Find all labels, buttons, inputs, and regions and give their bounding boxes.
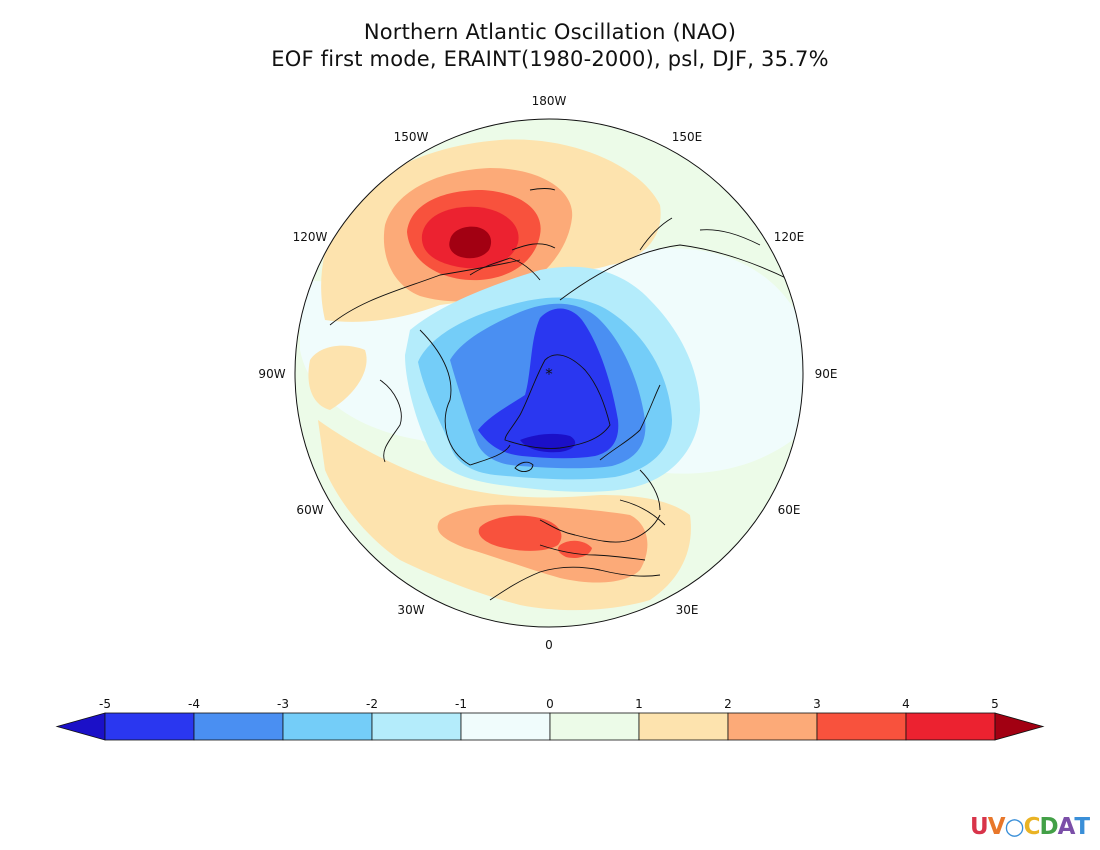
logo-letter: D — [1039, 814, 1058, 840]
lon-label-90w: 90W — [258, 367, 286, 381]
lon-label-120e: 120E — [773, 230, 805, 244]
contour-fill — [308, 345, 367, 410]
logo-letter: U — [970, 814, 989, 840]
coastline-alaska — [469, 188, 556, 281]
colorbar-swatch — [193, 712, 284, 741]
chart-title: Northern Atlantic Oscillation (NAO) — [363, 20, 737, 44]
coastline-africa — [489, 566, 661, 601]
colorbar-tick-label: -1 — [455, 697, 467, 711]
lon-label-150w: 150W — [393, 130, 429, 144]
contour-fill — [449, 226, 492, 259]
lon-label-90e: 90E — [814, 367, 838, 381]
colorbar-over-arrow — [994, 712, 1045, 741]
coastline-siberia — [559, 217, 791, 301]
colorbar-swatch — [282, 712, 373, 741]
logo-letter: T — [1074, 814, 1090, 840]
colorbar-swatch — [371, 712, 462, 741]
colorbar-swatch — [549, 712, 640, 741]
chart-subtitle: EOF first mode, ERAINT(1980-2000), psl, … — [271, 47, 829, 71]
pole-marker: * — [545, 365, 553, 383]
map-border — [294, 118, 804, 628]
colorbar-tick-label: -5 — [99, 697, 111, 711]
colorbar-tick-label: 1 — [635, 697, 643, 711]
colorbar-tick-label: 2 — [724, 697, 732, 711]
coastline-greenland — [504, 354, 611, 449]
colorbar-tick-label: -2 — [366, 697, 378, 711]
logo-letter: V — [987, 814, 1006, 840]
colorbar-swatch — [816, 712, 907, 741]
lon-label-30e: 30E — [675, 603, 699, 617]
lon-label-60e: 60E — [777, 503, 801, 517]
coastline-iceland — [514, 461, 534, 472]
colorbar-swatch — [638, 712, 729, 741]
colorbar-swatch — [460, 712, 551, 741]
coastline-canada — [329, 259, 521, 466]
colorbar-swatch — [727, 712, 818, 741]
colorbar — [55, 712, 1045, 741]
lon-label-60w: 60W — [296, 503, 324, 517]
lon-label-30w: 30W — [397, 603, 425, 617]
lon-label-150e: 150E — [671, 130, 703, 144]
contour-fill — [478, 308, 619, 459]
colorbar-tick-label: 3 — [813, 697, 821, 711]
contour-fill — [478, 515, 562, 551]
contour-field — [295, 119, 803, 627]
colorbar-tick-label: 5 — [991, 697, 999, 711]
colorbar-tick-label: 4 — [902, 697, 910, 711]
coastline-europe — [539, 514, 661, 561]
colorbar-tick-label: -4 — [188, 697, 200, 711]
logo-letter: A — [1057, 814, 1076, 840]
contour-fill — [558, 540, 592, 558]
coastline-scandinavia — [599, 384, 666, 526]
logo-letter: C — [1023, 814, 1041, 840]
uvcdat-logo: UV○CDAT — [970, 814, 1090, 840]
colorbar-swatch — [104, 712, 195, 741]
colorbar-tick-label: -3 — [277, 697, 289, 711]
colorbar-tick-label: 0 — [546, 697, 554, 711]
coastlines — [329, 188, 791, 601]
logo-letter: ○ — [1004, 814, 1025, 840]
lon-label-180w: 180W — [531, 94, 567, 108]
lon-label-120w: 120W — [292, 230, 328, 244]
lon-label-0: 0 — [545, 638, 553, 652]
colorbar-swatch — [905, 712, 996, 741]
colorbar-under-arrow — [55, 712, 106, 741]
